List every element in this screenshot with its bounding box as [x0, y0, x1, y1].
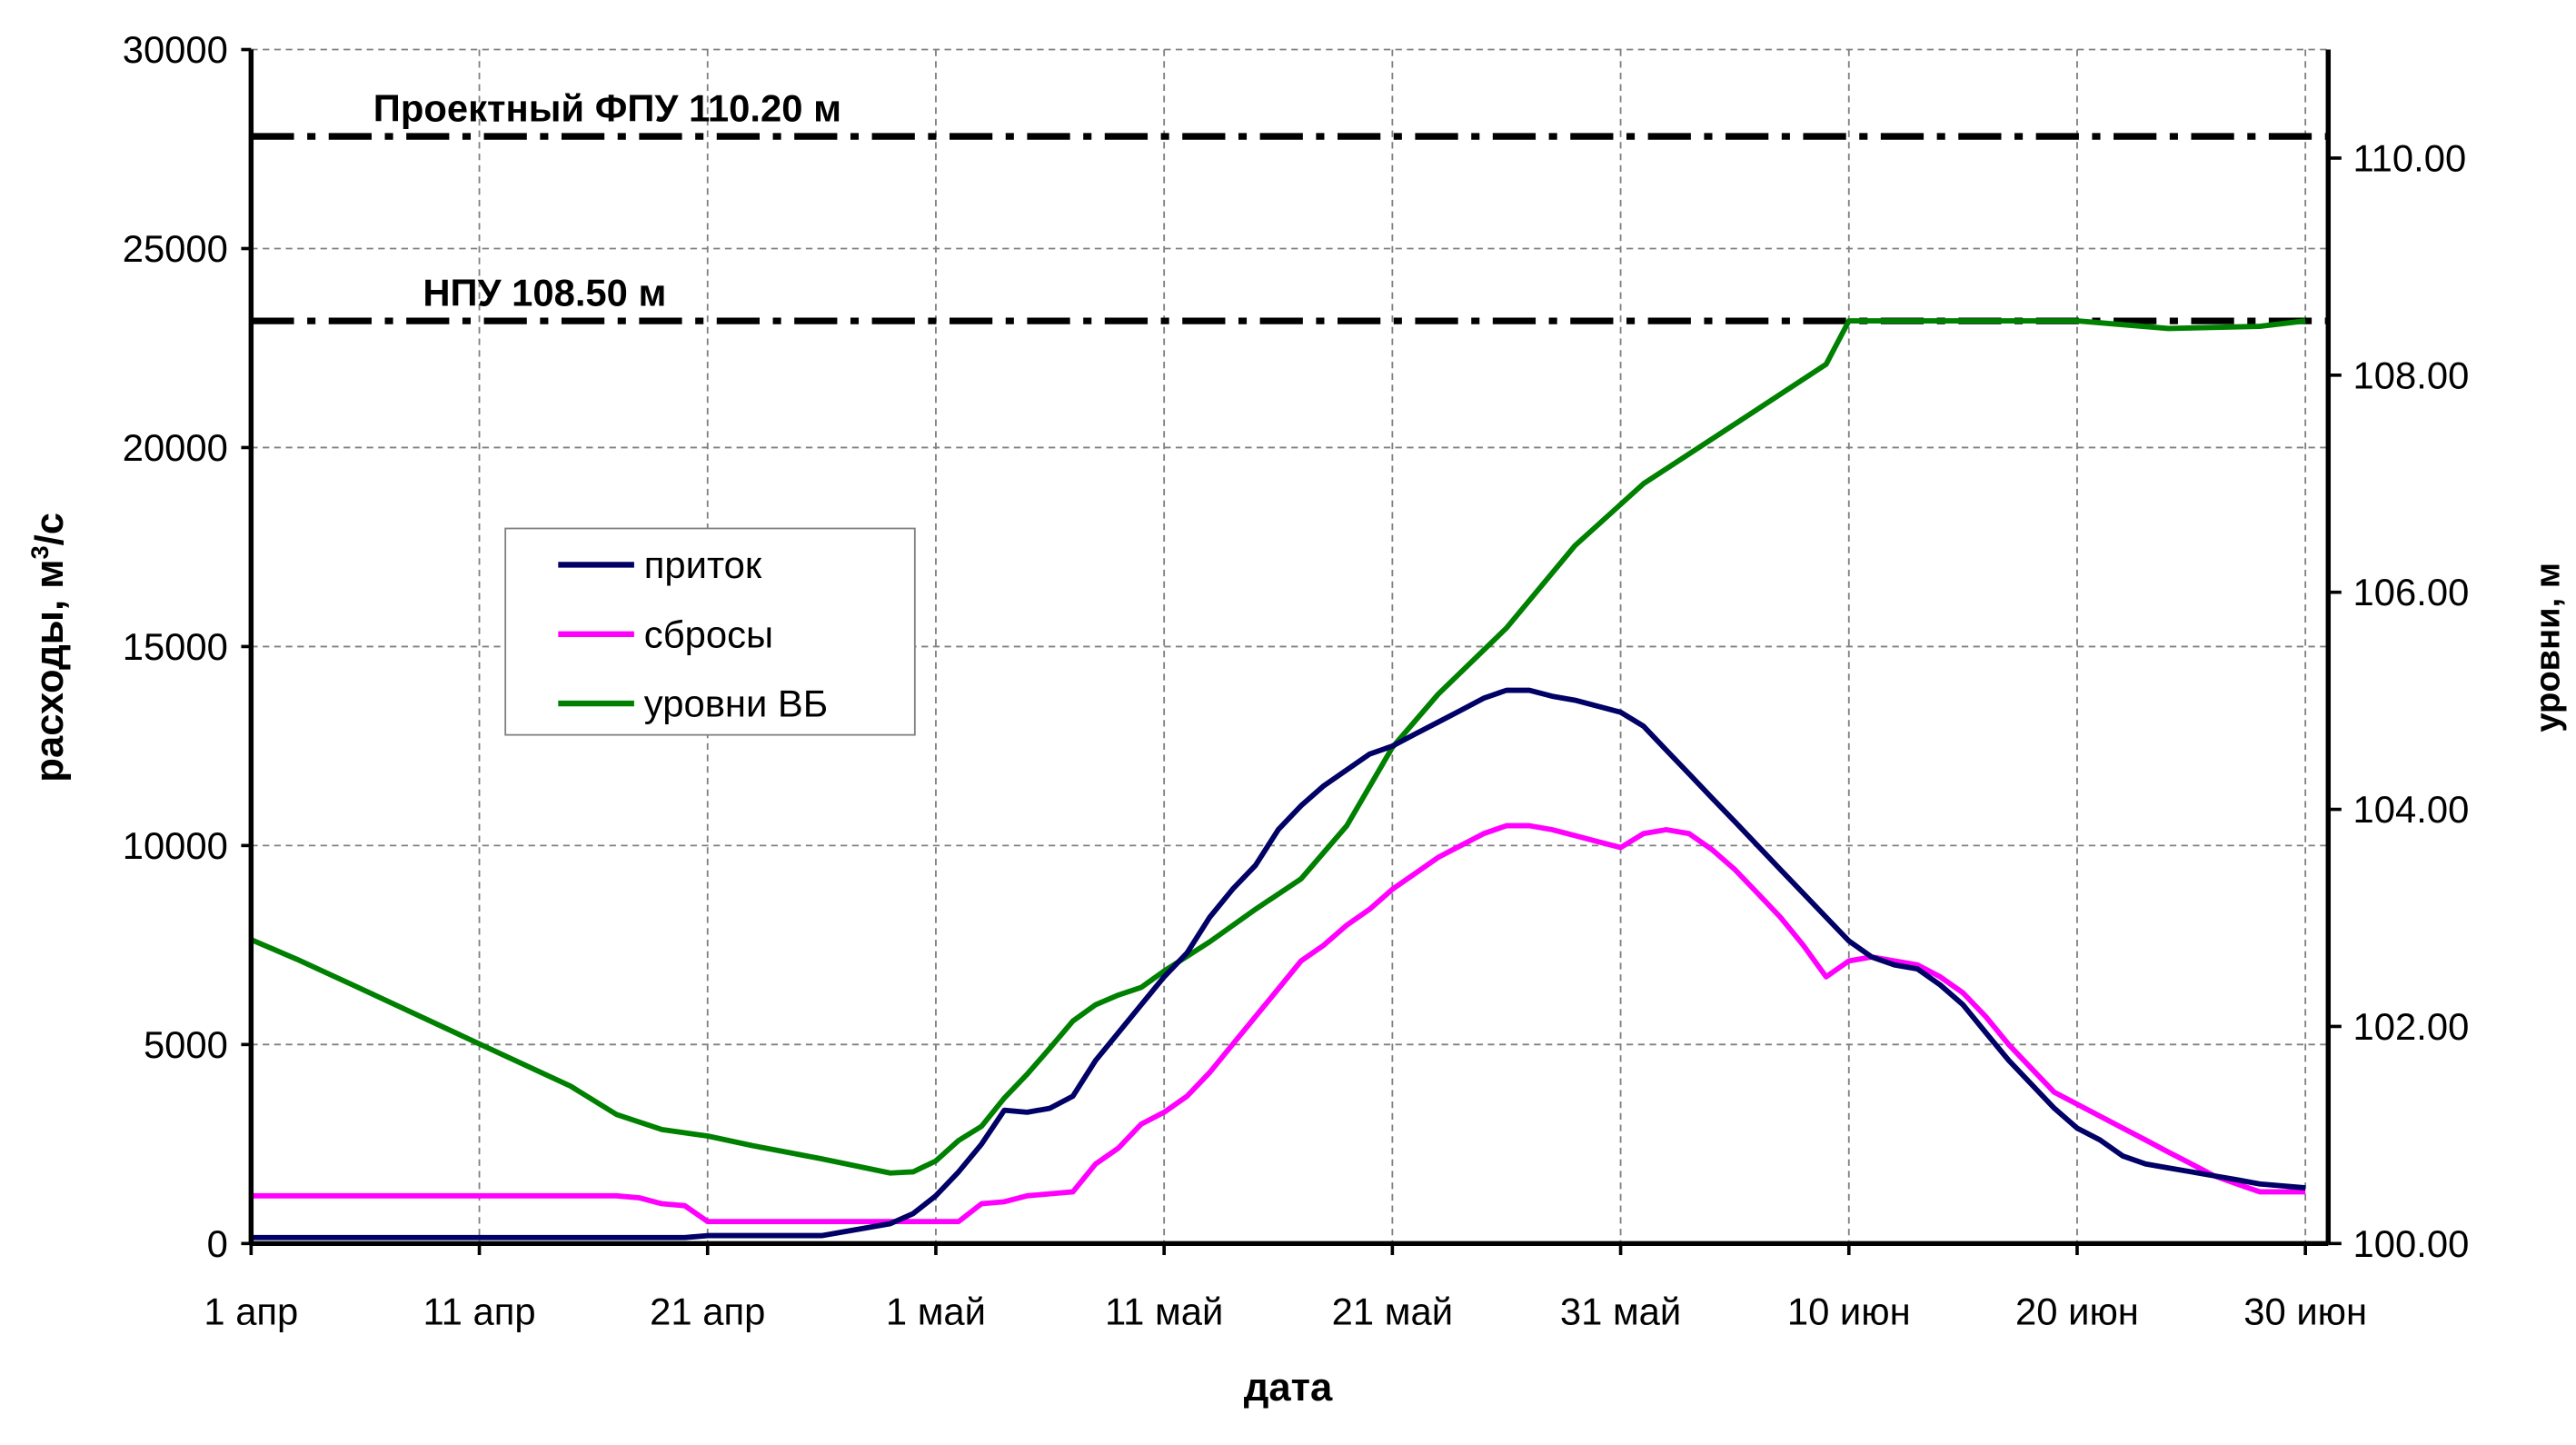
- x-tick-label: 21 май: [1332, 1290, 1453, 1332]
- y-tick-label: 5000: [144, 1023, 228, 1066]
- y-tick-label: 30000: [123, 28, 228, 71]
- x-tick-label: 1 май: [886, 1290, 986, 1332]
- y2-tick-label: 108.00: [2353, 354, 2470, 396]
- legend-label: приток: [644, 543, 762, 586]
- series-line-0: [251, 687, 2306, 1241]
- y2-tick-label: 104.00: [2353, 788, 2470, 831]
- x-tick-label: 21 апр: [650, 1290, 765, 1332]
- series-line-1: [251, 822, 2306, 1225]
- x-tick-label: 1 апр: [204, 1290, 298, 1332]
- legend-label: уровни ВБ: [644, 683, 828, 725]
- reference-line-label: НПУ 108.50 м: [423, 272, 666, 314]
- grid: [251, 48, 2329, 1244]
- y-tick-label: 25000: [123, 227, 228, 270]
- x-tick-label: 20 июн: [2015, 1290, 2139, 1332]
- y2-tick-label: 100.00: [2353, 1222, 2470, 1265]
- y2-tick-label: 102.00: [2353, 1005, 2470, 1048]
- reference-line-label: Проектный ФПУ 110.20 м: [373, 87, 841, 130]
- x-tick-label: 10 июн: [1787, 1290, 1911, 1332]
- x-tick-label: 11 апр: [423, 1290, 535, 1332]
- x-axis-title: дата: [1244, 1366, 1333, 1410]
- y-tick-label: 20000: [123, 426, 228, 469]
- x-tick-label: 11 май: [1105, 1290, 1223, 1332]
- series-lines: [250, 318, 2306, 1241]
- axes: 0 5000 10000 15000 20000 25000 30000 1 апр 11 ап…: [123, 28, 2470, 1332]
- x-tick-label: 31 май: [1560, 1290, 1681, 1332]
- y-axis-title: расходы, м3/с: [25, 513, 72, 782]
- x-tick-label: 30 июн: [2243, 1290, 2367, 1332]
- y-tick-label: 10000: [123, 824, 228, 867]
- series-line-2: [250, 318, 2306, 1176]
- legend: приток сбросы уровни ВБ: [504, 527, 916, 736]
- reference-lines: Проектный ФПУ 110.20 м НПУ 108.50 м: [251, 87, 2329, 324]
- y-tick-label: 15000: [123, 625, 228, 668]
- legend-label: сбросы: [644, 613, 773, 655]
- y2-tick-label: 110.00: [2353, 136, 2467, 179]
- y-tick-label: 0: [207, 1222, 228, 1265]
- y2-tick-label: 106.00: [2353, 571, 2470, 613]
- y2-axis-title: уровни, м: [2529, 563, 2568, 732]
